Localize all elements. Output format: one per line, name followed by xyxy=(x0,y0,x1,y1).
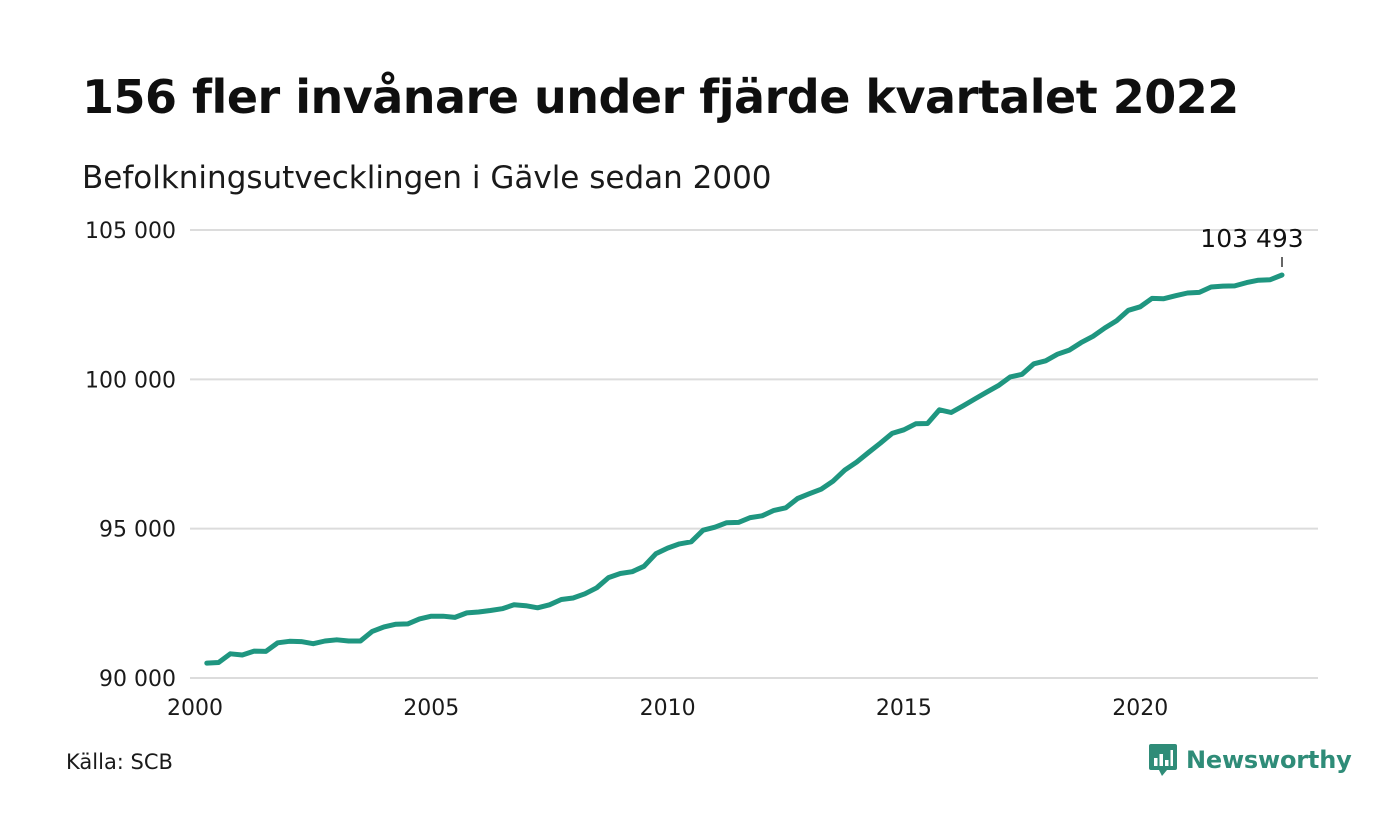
bar-chart-speech-bubble-icon xyxy=(1149,744,1177,776)
gridlines xyxy=(190,229,1318,679)
x-tick-label: 2005 xyxy=(403,696,459,721)
x-axis-ticks: 2000 2005 2010 2015 2020 xyxy=(167,696,1168,721)
brand-logo[interactable]: Newsworthy xyxy=(1148,742,1352,778)
x-tick-label: 2010 xyxy=(640,696,696,721)
y-tick-label: 95 000 xyxy=(99,518,176,543)
chart-title: 156 fler invånare under fjärde kvartalet… xyxy=(82,70,1239,124)
x-tick-label: 2015 xyxy=(876,696,932,721)
y-tick-label: 105 000 xyxy=(85,219,176,244)
x-tick-label: 2020 xyxy=(1112,696,1168,721)
annotation-layer: 103 493 xyxy=(1200,224,1304,268)
y-tick-label: 100 000 xyxy=(85,368,176,393)
brand-name: Newsworthy xyxy=(1186,746,1352,774)
x-tick-label: 2000 xyxy=(167,696,223,721)
chart-subtitle: Befolkningsutvecklingen i Gävle sedan 20… xyxy=(82,160,772,196)
series-line xyxy=(204,272,1285,666)
source-note: Källa: SCB xyxy=(66,750,173,774)
y-tick-label: 90 000 xyxy=(99,667,176,692)
series-layer xyxy=(204,272,1285,666)
end-value-label: 103 493 xyxy=(1200,224,1303,253)
y-axis-ticks: 90 000 95 000 100 000 105 000 xyxy=(85,219,176,692)
